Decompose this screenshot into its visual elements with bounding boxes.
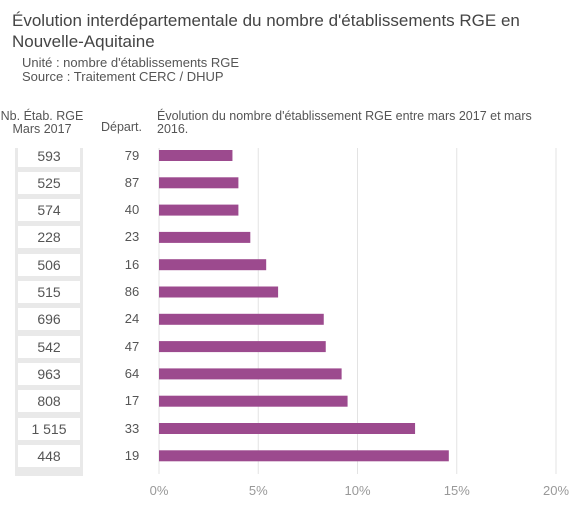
department-label: 79 xyxy=(124,147,140,163)
bar xyxy=(159,341,326,353)
evolution-column-header: Évolution du nombre d'établissement RGE … xyxy=(157,109,532,136)
bar xyxy=(159,423,416,434)
chart-subtitle: Unité : nombre d'établissements RGE Sour… xyxy=(22,56,239,84)
bar xyxy=(159,177,239,189)
department-label: 24 xyxy=(124,311,140,327)
count-column-header: Nb. Étab. RGE Mars 2017 xyxy=(0,109,84,136)
count-cell: 506 xyxy=(18,253,80,276)
count-cell: 515 xyxy=(18,281,80,303)
bar xyxy=(159,286,279,298)
bar xyxy=(159,259,267,271)
unit-label: Unité : nombre d'établissements RGE xyxy=(22,55,240,70)
department-label: 40 xyxy=(124,202,140,218)
department-label: 16 xyxy=(124,256,140,272)
department-label: 23 xyxy=(124,229,140,245)
x-tick-label: 20% xyxy=(543,483,569,498)
bar xyxy=(159,395,348,407)
x-tick-label: 0% xyxy=(150,483,169,498)
count-column: 593 525 574 228 506 515 696 542 963 808 1 515 448 xyxy=(15,144,83,476)
bar xyxy=(159,313,324,325)
chart-title: Évolution interdépartementale du nombre … xyxy=(12,11,520,51)
count-cell: 574 xyxy=(18,199,80,222)
department-label: 87 xyxy=(124,174,140,190)
count-cell: 525 xyxy=(18,171,80,194)
count-cell: 963 xyxy=(18,362,80,385)
bar xyxy=(159,368,342,380)
count-cell: 696 xyxy=(18,308,80,331)
source-label: Source : Traitement CERC / DHUP xyxy=(22,69,224,84)
x-tick-label: 15% xyxy=(444,483,470,498)
bar xyxy=(159,204,239,216)
department-label: 47 xyxy=(124,338,140,354)
bar xyxy=(159,150,233,161)
count-cell: 1 515 xyxy=(18,417,80,440)
count-cell: 808 xyxy=(18,390,80,413)
count-cell: 228 xyxy=(18,226,80,249)
department-column-header: Départ. xyxy=(101,120,142,134)
department-label: 17 xyxy=(124,393,140,409)
department-label: 64 xyxy=(124,365,140,381)
bar xyxy=(159,450,449,462)
department-label: 19 xyxy=(124,447,140,463)
bar xyxy=(159,231,251,243)
count-cell: 448 xyxy=(18,444,80,467)
department-label: 86 xyxy=(124,284,140,299)
count-cell: 542 xyxy=(18,335,80,358)
x-tick-label: 10% xyxy=(344,483,370,498)
x-tick-label: 5% xyxy=(249,483,268,498)
count-cell: 593 xyxy=(18,144,80,167)
department-label: 33 xyxy=(124,420,140,436)
